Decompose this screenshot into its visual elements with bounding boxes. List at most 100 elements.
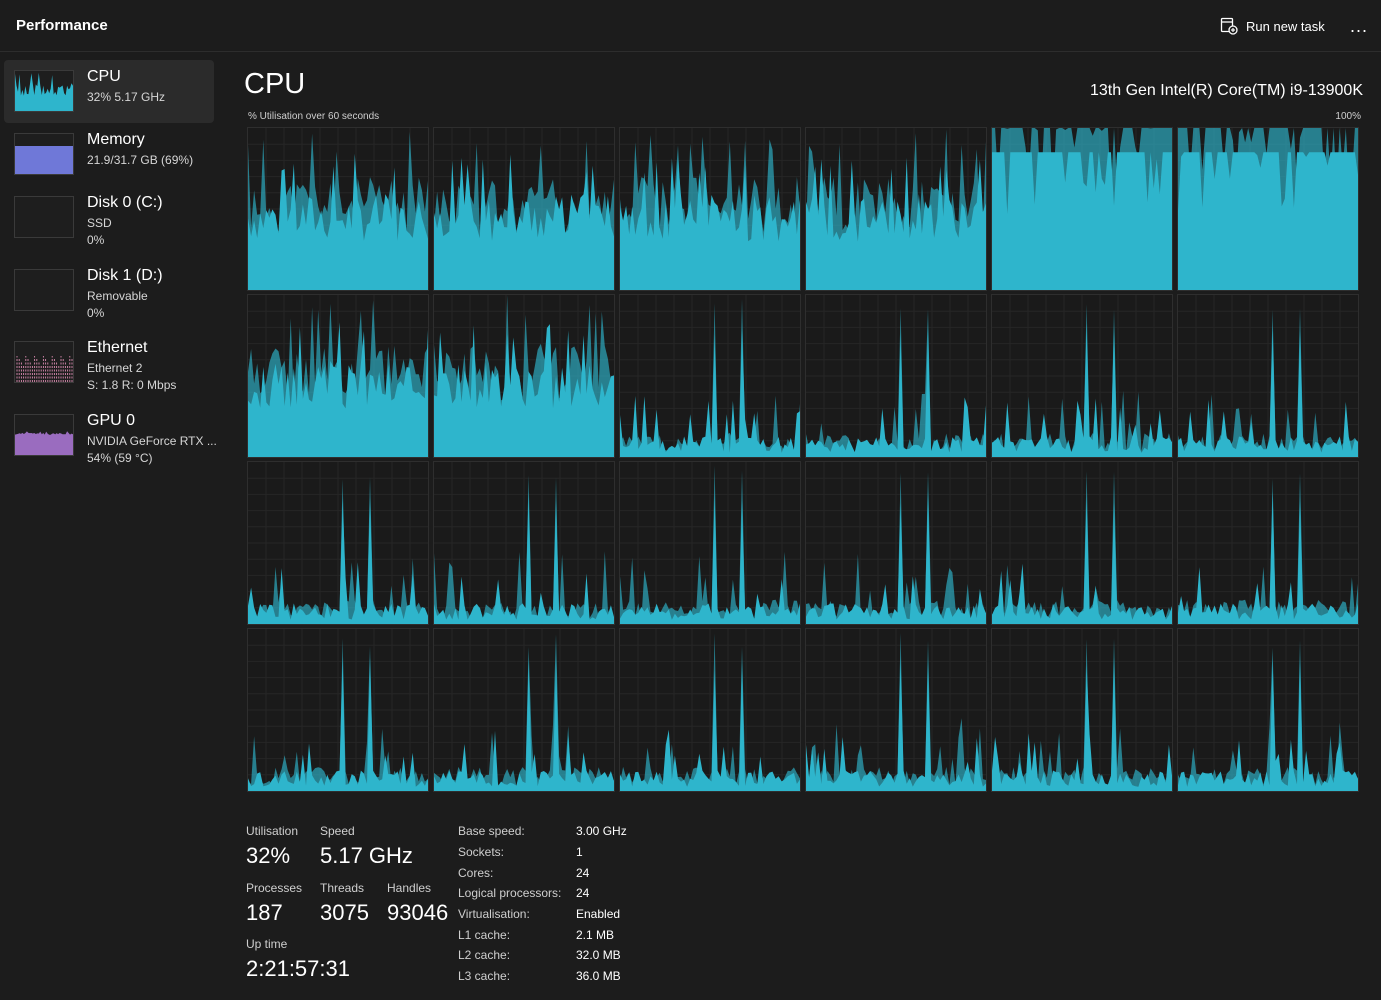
- sidebar-item-title: Disk 0 (C:): [87, 194, 163, 211]
- sidebar-item-subtitle: Ethernet 2: [87, 361, 143, 375]
- utilisation-area: [806, 658, 986, 791]
- utilisation-area: [620, 328, 800, 457]
- run-task-icon: [1220, 17, 1238, 35]
- sidebar-item-subtitle: 21.9/31.7 GB (69%): [87, 153, 194, 167]
- graph-axis-label: % Utilisation over 60 seconds: [248, 111, 380, 122]
- detail-key: L3 cache:: [458, 969, 511, 983]
- utilisation-area: [434, 154, 614, 290]
- threads-label: Threads: [320, 881, 365, 895]
- core-graph-0: [247, 127, 429, 291]
- core-graph-13: [433, 461, 615, 625]
- core-graph-19: [433, 628, 615, 792]
- cpu-model-name: 13th Gen Intel(R) Core(TM) i9-13900K: [1090, 82, 1363, 99]
- detail-key: Virtualisation:: [458, 907, 530, 921]
- utilisation-area: [620, 158, 800, 290]
- processes-value: 187: [246, 900, 283, 925]
- detail-key: L1 cache:: [458, 928, 511, 942]
- sidebar-item-value: S: 1.8 R: 0 Mbps: [87, 378, 177, 392]
- memory-thumbnail: [14, 133, 74, 175]
- core-graph-18: [247, 628, 429, 792]
- utilisation-area: [992, 323, 1172, 457]
- utilisation-area: [806, 308, 986, 457]
- utilisation-value: 32%: [246, 843, 291, 868]
- cpu-thumbnail: [14, 70, 74, 112]
- sidebar-item-title: CPU: [87, 68, 121, 85]
- processes-label: Processes: [246, 881, 303, 895]
- section-title: CPU: [244, 68, 306, 100]
- sidebar-item-title: GPU 0: [87, 412, 136, 429]
- utilisation-area: [1178, 491, 1358, 624]
- utilisation-area: [434, 324, 614, 457]
- utilisation-area: [1178, 659, 1358, 791]
- core-graph-11: [1177, 294, 1359, 458]
- speed-value: 5.17 GHz: [320, 843, 413, 868]
- detail-key: Sockets:: [458, 845, 505, 859]
- core-graph-4: [991, 127, 1173, 291]
- detail-value: 3.00 GHz: [576, 824, 627, 838]
- uptime-value: 2:21:57:31: [246, 956, 350, 981]
- detail-value: 24: [576, 886, 590, 900]
- sidebar-item-subtitle: NVIDIA GeForce RTX ...: [87, 434, 217, 448]
- sidebar-item-gpu0[interactable]: GPU 0 NVIDIA GeForce RTX ... 54% (59 °C): [4, 404, 217, 467]
- core-graph-2: [619, 127, 801, 291]
- utilisation-area: [1178, 152, 1358, 290]
- detail-value: 24: [576, 866, 590, 880]
- detail-key: L2 cache:: [458, 948, 511, 962]
- sidebar-item-title: Ethernet: [87, 339, 148, 356]
- utilisation-area: [992, 496, 1172, 624]
- utilisation-area: [620, 663, 800, 791]
- utilisation-area: [620, 494, 800, 624]
- core-graph-23: [1177, 628, 1359, 792]
- graph-max-label: 100%: [1335, 111, 1361, 122]
- more-icon[interactable]: ...: [1350, 16, 1369, 36]
- sidebar: CPU 32% 5.17 GHz Memory 21.9/31.7 GB (69…: [0, 52, 222, 1000]
- run-new-task-button[interactable]: Run new task: [1220, 15, 1325, 37]
- sidebar-item-memory[interactable]: Memory 21.9/31.7 GB (69%): [4, 123, 214, 186]
- utilisation-area: [248, 322, 428, 457]
- page-title: Performance: [16, 17, 108, 34]
- core-graph-22: [991, 628, 1173, 792]
- core-graph-6: [247, 294, 429, 458]
- utilisation-area: [992, 152, 1172, 290]
- sidebar-item-subtitle: 32% 5.17 GHz: [87, 90, 166, 104]
- core-graph-21: [805, 628, 987, 792]
- utilisation-area: [434, 475, 614, 624]
- utilisation-area: [248, 656, 428, 791]
- title-bar: Performance Run new task ...: [0, 0, 1381, 52]
- sidebar-item-value: 0%: [87, 306, 105, 320]
- utilisation-area: [434, 659, 614, 791]
- core-graph-10: [991, 294, 1173, 458]
- sidebar-item-disk0[interactable]: Disk 0 (C:) SSD 0%: [4, 186, 214, 249]
- core-graph-7: [433, 294, 615, 458]
- utilisation-area: [620, 298, 800, 457]
- sidebar-item-cpu[interactable]: CPU 32% 5.17 GHz: [4, 60, 214, 123]
- run-new-task-label: Run new task: [1246, 18, 1325, 34]
- sidebar-item-ethernet[interactable]: Ethernet Ethernet 2 S: 1.8 R: 0 Mbps: [4, 331, 214, 394]
- sidebar-item-disk1[interactable]: Disk 1 (D:) Removable 0%: [4, 259, 214, 322]
- utilisation-area: [806, 491, 986, 624]
- gpu-thumbnail: [14, 414, 74, 456]
- core-graph-20: [619, 628, 801, 792]
- disk1-thumbnail: [14, 269, 74, 311]
- utilisation-area: [248, 638, 428, 791]
- detail-key: Cores:: [458, 866, 494, 880]
- core-graph-3: [805, 127, 987, 291]
- sidebar-item-title: Disk 1 (D:): [87, 267, 163, 284]
- detail-value: 32.0 MB: [576, 948, 621, 962]
- detail-key: Logical processors:: [458, 886, 562, 900]
- core-graph-17: [1177, 461, 1359, 625]
- detail-value: Enabled: [576, 907, 621, 921]
- core-graph-9: [805, 294, 987, 458]
- sidebar-item-subtitle: Removable: [87, 289, 148, 303]
- utilisation-area: [1178, 326, 1358, 457]
- core-graph-16: [991, 461, 1173, 625]
- sidebar-item-subtitle: SSD: [87, 216, 112, 230]
- utilisation-area: [806, 157, 986, 290]
- utilisation-area: [992, 304, 1172, 457]
- core-graph-15: [805, 461, 987, 625]
- sidebar-item-value: 0%: [87, 233, 105, 247]
- utilisation-area: [806, 328, 986, 457]
- handles-value: 93046: [387, 900, 449, 925]
- detail-value: 36.0 MB: [576, 969, 621, 983]
- utilisation-area: [248, 477, 428, 624]
